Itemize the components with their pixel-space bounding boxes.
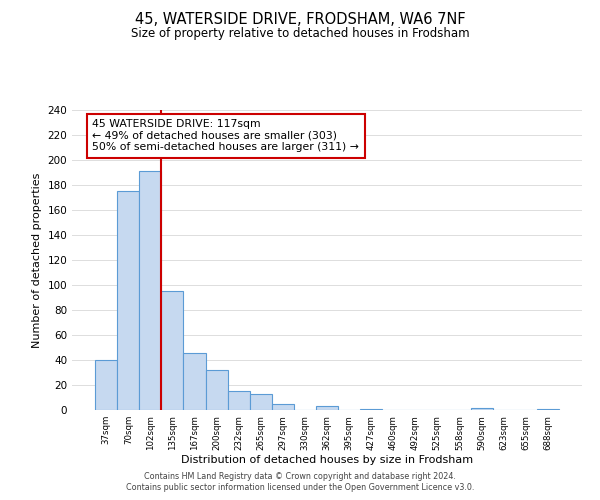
Bar <box>227 391 250 410</box>
Y-axis label: Number of detached properties: Number of detached properties <box>32 172 42 348</box>
Bar <box>316 406 338 410</box>
Bar <box>117 191 139 410</box>
Bar <box>95 360 117 410</box>
Text: 45 WATERSIDE DRIVE: 117sqm
← 49% of detached houses are smaller (303)
50% of sem: 45 WATERSIDE DRIVE: 117sqm ← 49% of deta… <box>92 119 359 152</box>
Bar <box>470 408 493 410</box>
Bar <box>250 394 272 410</box>
Text: Contains public sector information licensed under the Open Government Licence v3: Contains public sector information licen… <box>126 484 474 492</box>
Text: Contains HM Land Registry data © Crown copyright and database right 2024.: Contains HM Land Registry data © Crown c… <box>144 472 456 481</box>
Bar <box>360 409 382 410</box>
X-axis label: Distribution of detached houses by size in Frodsham: Distribution of detached houses by size … <box>181 456 473 466</box>
Bar <box>272 404 294 410</box>
Text: 45, WATERSIDE DRIVE, FRODSHAM, WA6 7NF: 45, WATERSIDE DRIVE, FRODSHAM, WA6 7NF <box>134 12 466 28</box>
Bar <box>161 291 184 410</box>
Bar <box>206 370 227 410</box>
Text: Size of property relative to detached houses in Frodsham: Size of property relative to detached ho… <box>131 28 469 40</box>
Bar <box>184 352 206 410</box>
Bar <box>139 171 161 410</box>
Bar <box>537 409 559 410</box>
